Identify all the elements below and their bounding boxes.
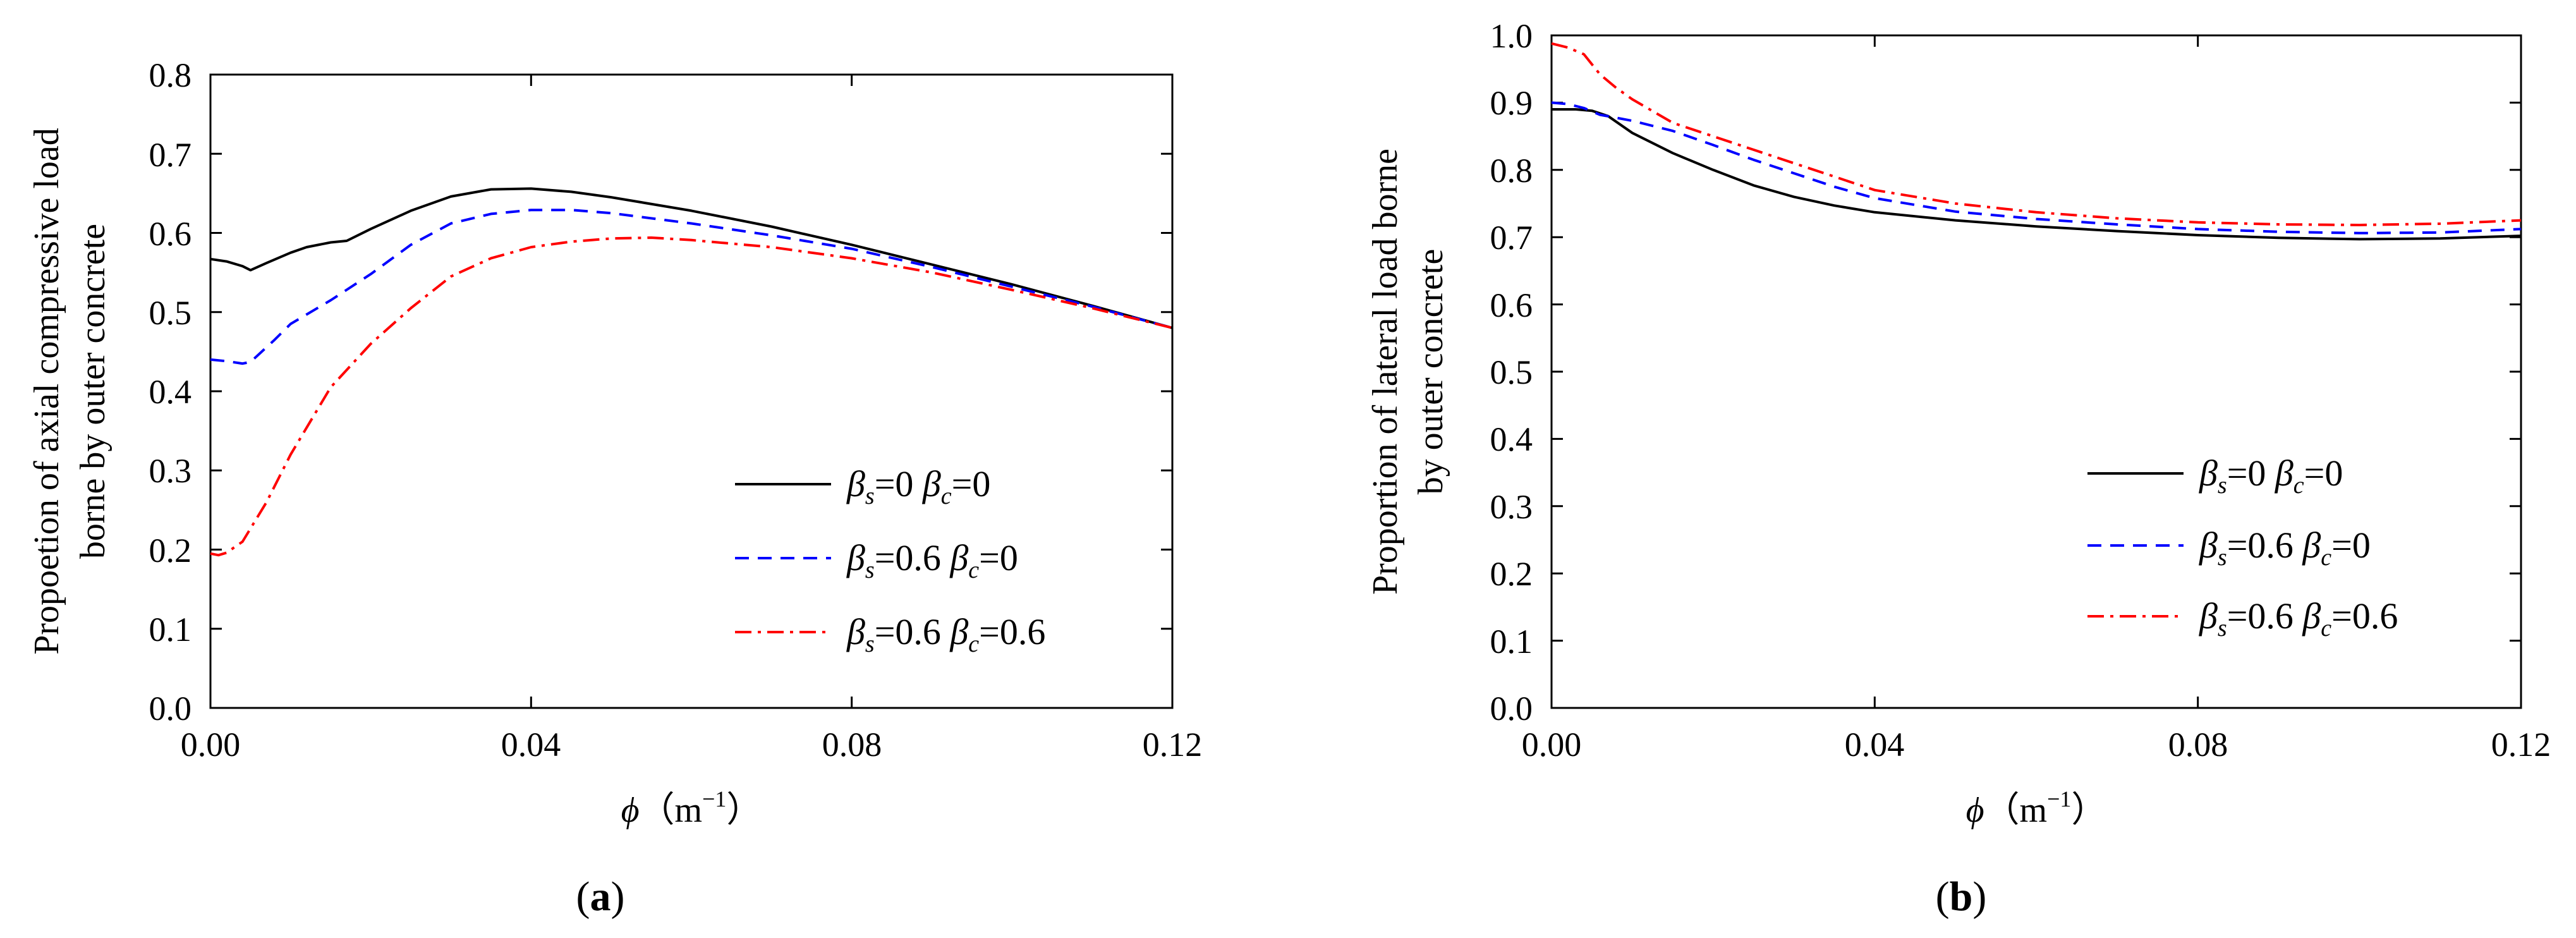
y-axis-title: Propoetion of axial compressive load <box>27 128 66 655</box>
x-tick-label: 0.12 <box>2491 726 2551 764</box>
y-tick-label: 0.2 <box>149 532 192 570</box>
x-axis-title: ϕ（m−1） <box>621 786 762 830</box>
x-tick-label: 0.00 <box>1522 726 1582 764</box>
x-tick-label: 0.08 <box>822 726 882 764</box>
y-tick-label: 0.4 <box>149 373 192 411</box>
y-tick-label: 0.6 <box>1490 286 1533 324</box>
panel-label: (b) <box>1936 874 1987 920</box>
y-tick-label: 0.1 <box>149 611 192 649</box>
x-axis-unit-close: ） <box>726 791 762 830</box>
series-group <box>1551 42 2522 241</box>
y-tick-label: 1.0 <box>1490 17 1533 55</box>
y-tick-label: 0.4 <box>1490 420 1533 458</box>
y-tick-label: 0.2 <box>1490 555 1533 593</box>
x-tick-label: 0.00 <box>181 726 241 764</box>
series-line-2 <box>210 209 1173 365</box>
y-axis-title-line2: by outer concrete <box>1411 249 1450 495</box>
y-tick-label: 0.7 <box>1490 219 1533 257</box>
panel-b: 0.0 0.1 0.2 0.3 0.4 0.5 0.6 0.7 0.8 0.9 … <box>1366 17 2551 920</box>
y-tick-label: 0.1 <box>1490 623 1533 661</box>
y-tick-label: 0.3 <box>1490 488 1533 526</box>
x-tick-label: 0.08 <box>2168 726 2228 764</box>
x-axis-unit: （m <box>640 791 703 830</box>
y-axis-title-line2: borne by outer concrete <box>73 224 112 559</box>
x-axis-symbol: ϕ <box>621 791 640 830</box>
series-line-3 <box>1551 42 2522 226</box>
legend-label-series-3: βs=0.6 βc=0.6 <box>846 611 1045 657</box>
x-axis-unit-close: ） <box>2071 791 2106 830</box>
y-tick-label: 0.5 <box>149 294 192 332</box>
x-axis-unit: （m <box>1984 791 2048 830</box>
panel-label: (a) <box>576 874 625 920</box>
tick-marks <box>209 73 1174 709</box>
x-tick-label: 0.12 <box>1143 726 1203 764</box>
y-tick-label: 0.5 <box>1490 353 1533 391</box>
y-tick-label: 0.8 <box>1490 152 1533 190</box>
y-tick-label: 0.8 <box>149 56 192 94</box>
panel-a: 0.0 0.1 0.2 0.3 0.4 0.5 0.6 0.7 0.8 0.00… <box>27 56 1202 920</box>
series-line-2 <box>1551 101 2522 234</box>
series-group <box>210 187 1173 557</box>
y-tick-label: 0.0 <box>149 690 192 728</box>
y-tick-label: 0.7 <box>149 136 192 174</box>
legend-label-series-2: βs=0.6 βc=0 <box>846 537 1018 583</box>
y-tick-label: 0.0 <box>1490 690 1533 728</box>
series-line-3 <box>210 236 1173 557</box>
x-axis-symbol: ϕ <box>1966 791 1984 830</box>
x-axis-title: ϕ（m−1） <box>1966 786 2107 830</box>
legend-label-series-2: βs=0.6 βc=0 <box>2199 525 2371 571</box>
legend-label-series-1: βs=0 βc=0 <box>2199 453 2343 499</box>
x-axis-unit-exponent: −1 <box>2047 786 2071 812</box>
legend: βs=0 βc=0 βs=0.6 βc=0 βs=0.6 βc=0.6 <box>735 463 1045 657</box>
series-line-1 <box>210 187 1173 329</box>
legend-label-series-3: βs=0.6 βc=0.6 <box>2199 595 2398 642</box>
x-axis-unit-exponent: −1 <box>702 786 726 812</box>
y-tick-label: 0.3 <box>149 452 192 490</box>
x-tick-label: 0.04 <box>1845 726 1905 764</box>
x-tick-label: 0.04 <box>501 726 561 764</box>
tick-marks <box>1550 34 2522 709</box>
legend-label-series-1: βs=0 βc=0 <box>846 463 990 509</box>
legend: βs=0 βc=0 βs=0.6 βc=0 βs=0.6 βc=0.6 <box>2087 453 2398 642</box>
y-axis-title: Proportion of lateral load borne <box>1366 149 1405 595</box>
y-tick-label: 0.6 <box>149 215 192 253</box>
y-tick-label: 0.9 <box>1490 84 1533 122</box>
